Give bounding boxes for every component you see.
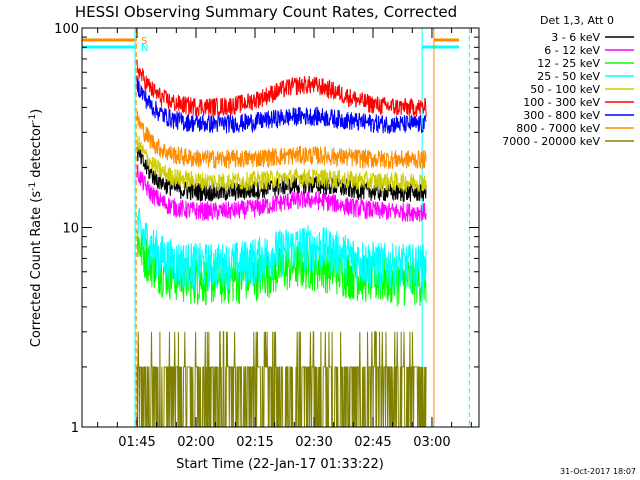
legend-label: 25 - 50 keV — [537, 70, 600, 83]
x-tick-label: 02:30 — [295, 435, 332, 450]
x-tick-label: 02:15 — [236, 435, 273, 450]
y-tick-label: 100 — [54, 22, 79, 37]
series-line-1 — [136, 164, 427, 222]
series-line-4 — [136, 135, 427, 193]
y-axis-ticks: 1 10 100 — [54, 22, 479, 436]
x-axis-ticks: 01:45 02:00 02:15 02:30 02:45 03:00 — [97, 28, 472, 450]
series-line-3 — [136, 207, 427, 293]
flag-bars: SN — [82, 36, 459, 54]
x-tick-label: 02:45 — [354, 435, 391, 450]
legend-label: 300 - 800 keV — [523, 109, 600, 122]
x-tick-label: 03:00 — [413, 435, 450, 450]
y-axis-label: Corrected Count Rate (s-1 detector-1) — [28, 109, 44, 347]
legend-label: 800 - 7000 keV — [516, 122, 600, 135]
series-line-6 — [136, 75, 427, 134]
legend-label: 6 - 12 keV — [544, 44, 600, 57]
series-layer — [136, 59, 427, 428]
legend-label: 50 - 100 keV — [530, 83, 600, 96]
series-line-7 — [136, 111, 427, 170]
x-tick-label: 02:00 — [177, 435, 214, 450]
footer-date: 31-Oct-2017 18:07 — [560, 467, 636, 476]
legend-title: Det 1,3, Att 0 — [540, 14, 614, 27]
legend-label: 3 - 6 keV — [551, 31, 600, 44]
x-tick-label: 01:45 — [118, 435, 155, 450]
y-tick-label: 1 — [71, 421, 79, 436]
series-line-5 — [136, 59, 427, 117]
flag-label: N — [141, 43, 148, 54]
legend-label: 100 - 300 keV — [523, 96, 600, 109]
series-line-8 — [136, 331, 427, 428]
legend-label: 12 - 25 keV — [537, 57, 600, 70]
flag-label: S — [141, 36, 147, 47]
x-axis-label: Start Time (22-Jan-17 01:33:22) — [176, 457, 384, 472]
y-tick-label: 10 — [62, 222, 79, 237]
chart-title: HESSI Observing Summary Count Rates, Cor… — [75, 3, 457, 21]
legend-label: 7000 - 20000 keV — [502, 135, 600, 148]
